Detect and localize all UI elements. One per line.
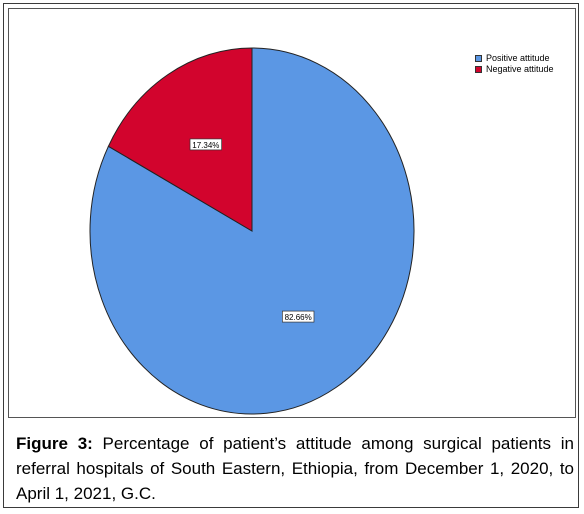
- plot-area: 82.66% 17.34% Positive attitude Negative …: [8, 8, 576, 418]
- legend-swatch-negative: [475, 66, 482, 73]
- slice-negative: [107, 47, 253, 232]
- slice-positive: [89, 47, 415, 415]
- figure-caption: Figure 3: Percentage of patient’s attitu…: [16, 431, 574, 506]
- data-label-positive: 82.66%: [285, 313, 312, 322]
- legend-label-positive: Positive attitude: [486, 53, 550, 63]
- legend-item-positive: Positive attitude: [475, 53, 554, 64]
- caption-prefix: Figure 3:: [16, 434, 93, 453]
- pie-chart: 82.66% 17.34%: [89, 47, 415, 415]
- legend-swatch-positive: [475, 55, 482, 62]
- legend-item-negative: Negative attitude: [475, 64, 554, 75]
- figure-frame: 82.66% 17.34% Positive attitude Negative …: [3, 3, 579, 508]
- data-label-positive-box: [282, 310, 315, 323]
- data-label-negative-box: [189, 138, 222, 151]
- caption-text: Percentage of patient’s attitude among s…: [16, 434, 574, 503]
- data-label-negative: 17.34%: [192, 141, 219, 150]
- chart-legend: Positive attitude Negative attitude: [475, 53, 554, 75]
- legend-label-negative: Negative attitude: [486, 64, 554, 74]
